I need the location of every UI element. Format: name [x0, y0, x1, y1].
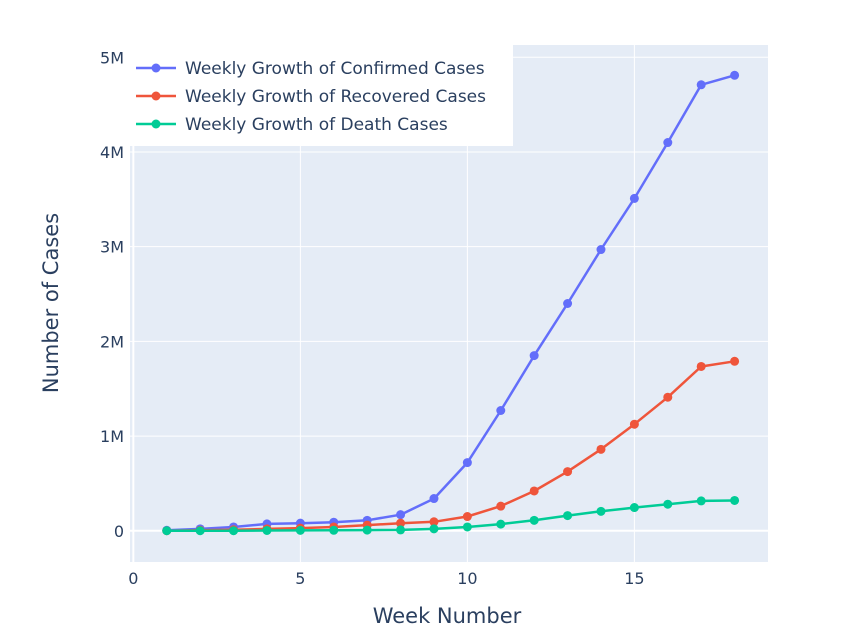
legend-label: Weekly Growth of Confirmed Cases — [185, 59, 485, 79]
data-point — [162, 526, 172, 536]
data-point — [396, 518, 406, 528]
x-tick-label: 5 — [295, 569, 305, 588]
data-point — [563, 467, 573, 477]
x-axis-title: Week Number — [373, 604, 522, 628]
x-tick-label: 10 — [457, 569, 477, 588]
data-point — [396, 525, 406, 535]
data-point — [362, 525, 372, 535]
series-line — [166, 74, 735, 532]
data-point — [396, 510, 406, 520]
legend-marker — [151, 91, 161, 101]
data-point — [295, 525, 305, 535]
data-point — [429, 517, 439, 527]
data-point — [663, 392, 673, 402]
legend-marker — [151, 119, 161, 129]
x-tick-label: 0 — [128, 569, 138, 588]
y-tick-label: 5M — [100, 48, 124, 67]
x-tick-label: 15 — [624, 569, 644, 588]
legend-item[interactable]: Weekly Growth of Death Cases — [136, 115, 448, 135]
legend-background — [130, 45, 513, 146]
data-point — [496, 519, 506, 529]
data-point — [262, 525, 272, 535]
data-point — [596, 245, 606, 255]
data-point — [696, 80, 706, 90]
y-axis-ticks: 0 1M 2M 3M 4M 5M — [100, 48, 124, 540]
data-point — [629, 419, 639, 429]
data-point — [629, 503, 639, 513]
legend-marker — [151, 63, 161, 73]
data-point — [730, 70, 740, 80]
data-point — [229, 526, 239, 536]
data-point — [663, 138, 673, 148]
data-point — [596, 506, 606, 516]
data-point — [429, 524, 439, 534]
data-point — [629, 193, 639, 203]
data-point — [596, 444, 606, 454]
data-point — [730, 356, 740, 366]
data-point — [195, 526, 205, 536]
legend-item[interactable]: Weekly Growth of Confirmed Cases — [136, 59, 485, 79]
x-axis-ticks: 0 5 10 15 — [128, 569, 644, 588]
series-line — [166, 499, 735, 533]
data-point — [696, 496, 706, 506]
legend-label: Weekly Growth of Recovered Cases — [185, 87, 486, 107]
data-point — [329, 525, 339, 535]
data-point — [462, 458, 472, 468]
data-point — [730, 495, 740, 505]
series-2 — [162, 495, 740, 536]
legend-label: Weekly Growth of Death Cases — [185, 115, 448, 135]
y-axis-title: Number of Cases — [39, 213, 63, 393]
data-point — [462, 512, 472, 522]
y-tick-label: 1M — [100, 427, 124, 446]
data-point — [563, 299, 573, 308]
legend-item[interactable]: Weekly Growth of Recovered Cases — [136, 87, 486, 107]
data-point — [563, 511, 573, 521]
series-layer — [162, 70, 740, 536]
data-point — [529, 351, 539, 361]
data-point — [529, 486, 539, 496]
y-tick-label: 3M — [100, 238, 124, 257]
data-point — [696, 361, 706, 371]
data-point — [496, 405, 506, 415]
data-point — [429, 494, 439, 504]
data-point — [529, 515, 539, 525]
y-tick-label: 2M — [100, 332, 124, 351]
y-tick-label: 4M — [100, 143, 124, 162]
y-tick-label: 0 — [114, 522, 124, 541]
data-point — [462, 522, 472, 532]
legend[interactable]: Weekly Growth of Confirmed Cases Weekly G… — [130, 45, 513, 146]
data-point — [663, 499, 673, 509]
data-point — [496, 501, 506, 511]
series-line — [166, 360, 735, 533]
